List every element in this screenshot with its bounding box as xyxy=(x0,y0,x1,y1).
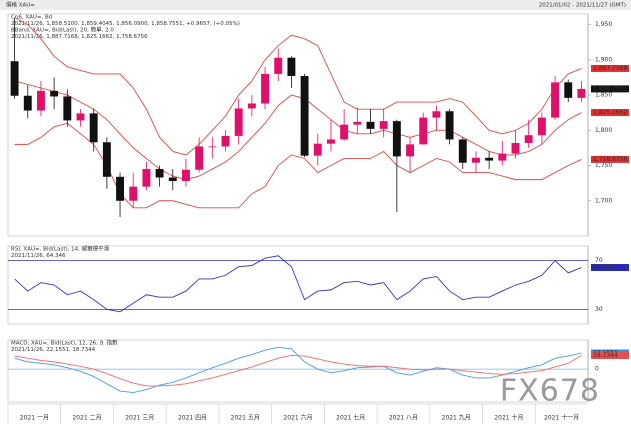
candle-body xyxy=(313,143,322,156)
price-marker xyxy=(591,64,629,72)
candle-body xyxy=(472,157,480,163)
x-tick-label: 2021 十月 xyxy=(494,414,523,422)
candle-body xyxy=(458,139,467,163)
candle-body xyxy=(116,176,124,201)
price-marker-label: 18.7344 xyxy=(593,352,618,359)
candle-body xyxy=(327,139,335,144)
price-marker xyxy=(591,155,629,163)
candle-body xyxy=(50,90,59,97)
candle-body xyxy=(287,57,296,77)
x-tick-label: 2021 十一月 xyxy=(544,414,579,422)
y-tick-label: 1,800 xyxy=(595,127,612,134)
price-marker-label: 1,825.1662 xyxy=(593,109,628,116)
candle-body xyxy=(511,142,520,154)
pane-header: MACD, XAU=, Bid(Last), 12, 26, 9, 指數 xyxy=(11,339,118,347)
x-tick-label: 2021 一月 xyxy=(20,415,49,422)
price-marker-label: 1,758.6756 xyxy=(593,156,628,163)
price-marker xyxy=(591,352,629,360)
price-marker xyxy=(591,109,629,117)
candle-body xyxy=(353,121,362,125)
window-range: 2021/01/02 - 2021/11/27 (GMT) xyxy=(539,3,626,9)
pane-header: 2021/11/26, 1,858.5100, 1,859.4045, 1,85… xyxy=(11,21,240,27)
x-tick-label: 2021 二月 xyxy=(72,415,101,422)
pane-header: 2021/11/26, 1,887.7168, 1,825.1662, 1,75… xyxy=(11,34,148,40)
pane-header: Cn6, XAU=, Bd xyxy=(11,15,52,21)
indicator-line xyxy=(14,80,582,181)
candle-body xyxy=(208,146,217,148)
candle-body xyxy=(274,57,283,74)
title-bar xyxy=(0,0,631,10)
candle-body xyxy=(182,169,190,182)
x-tick-label: 2021 五月 xyxy=(231,415,260,422)
candle-body xyxy=(89,113,98,143)
candle-body xyxy=(551,82,559,118)
candle-body xyxy=(419,117,428,145)
indicator-line xyxy=(14,255,582,313)
price-marker-label: 1,887.7168 xyxy=(593,65,628,72)
candle-body xyxy=(142,169,151,187)
candle-body xyxy=(10,61,19,96)
x-tick-label: 2021 九月 xyxy=(442,414,471,422)
candle-body xyxy=(300,76,309,156)
price-marker xyxy=(591,264,629,272)
candle-body xyxy=(168,177,177,182)
price-marker-label: 1,858.7551 xyxy=(593,85,628,92)
y-tick-label: 1,850 xyxy=(595,92,612,99)
y-tick-label: 1,700 xyxy=(595,197,612,204)
y-tick-label: 1,950 xyxy=(595,21,612,28)
pane-header: RSI, XAU=, Bid(Last), 14, 威爾德平滑 xyxy=(11,245,110,253)
x-tick-label: 2021 八月 xyxy=(389,415,418,422)
candle-body xyxy=(537,117,546,136)
pane-header: 2021/11/26, 22.1551, 18.7344 xyxy=(11,347,96,353)
x-tick-label: 2021 六月 xyxy=(283,414,312,422)
candle-body xyxy=(485,157,494,161)
candle-body xyxy=(261,73,269,104)
candle-body xyxy=(577,88,586,98)
candle-body xyxy=(63,96,72,121)
candle-body xyxy=(234,108,243,136)
y-tick-label: 1,900 xyxy=(595,56,612,63)
y-tick-label: 30 xyxy=(595,306,603,313)
candle-body xyxy=(392,121,401,157)
candle-body xyxy=(76,113,85,121)
candle-body xyxy=(37,90,45,111)
candle-body xyxy=(23,95,32,111)
candle-body xyxy=(379,121,388,129)
candle-body xyxy=(406,144,414,157)
y-tick-label: 0 xyxy=(595,366,599,373)
candle-body xyxy=(195,146,204,170)
price-marker-label: 64.346 xyxy=(593,264,614,271)
y-tick-label: 70 xyxy=(595,257,603,264)
pane-header: 2021/11/26, 64.346 xyxy=(11,253,66,259)
candle-body xyxy=(155,169,164,178)
candle-body xyxy=(221,135,230,147)
candle-body xyxy=(432,111,441,118)
candle-body xyxy=(366,121,375,129)
y-tick-label: 1,750 xyxy=(595,162,612,169)
candle-body xyxy=(129,186,138,201)
x-tick-label: 2021 七月 xyxy=(336,414,365,422)
candle-body xyxy=(340,124,349,140)
candle-body xyxy=(564,82,573,98)
candle-body xyxy=(102,142,111,177)
indicator-line xyxy=(14,17,582,156)
window-title: 價格 XAU= xyxy=(6,1,35,9)
candle-body xyxy=(498,153,507,161)
x-tick-label: 2021 三月 xyxy=(125,415,154,422)
candle-body xyxy=(524,135,533,143)
price-marker xyxy=(591,85,629,93)
x-tick-label: 2021 四月 xyxy=(178,415,207,422)
candle-body xyxy=(247,103,256,109)
candle-body xyxy=(445,111,454,140)
indicator-line xyxy=(14,354,582,387)
pane-header: BBand, XAU=, Bid(Last), 20, 簡單, 2.0 xyxy=(11,26,114,34)
watermark: FX678 xyxy=(500,374,600,409)
